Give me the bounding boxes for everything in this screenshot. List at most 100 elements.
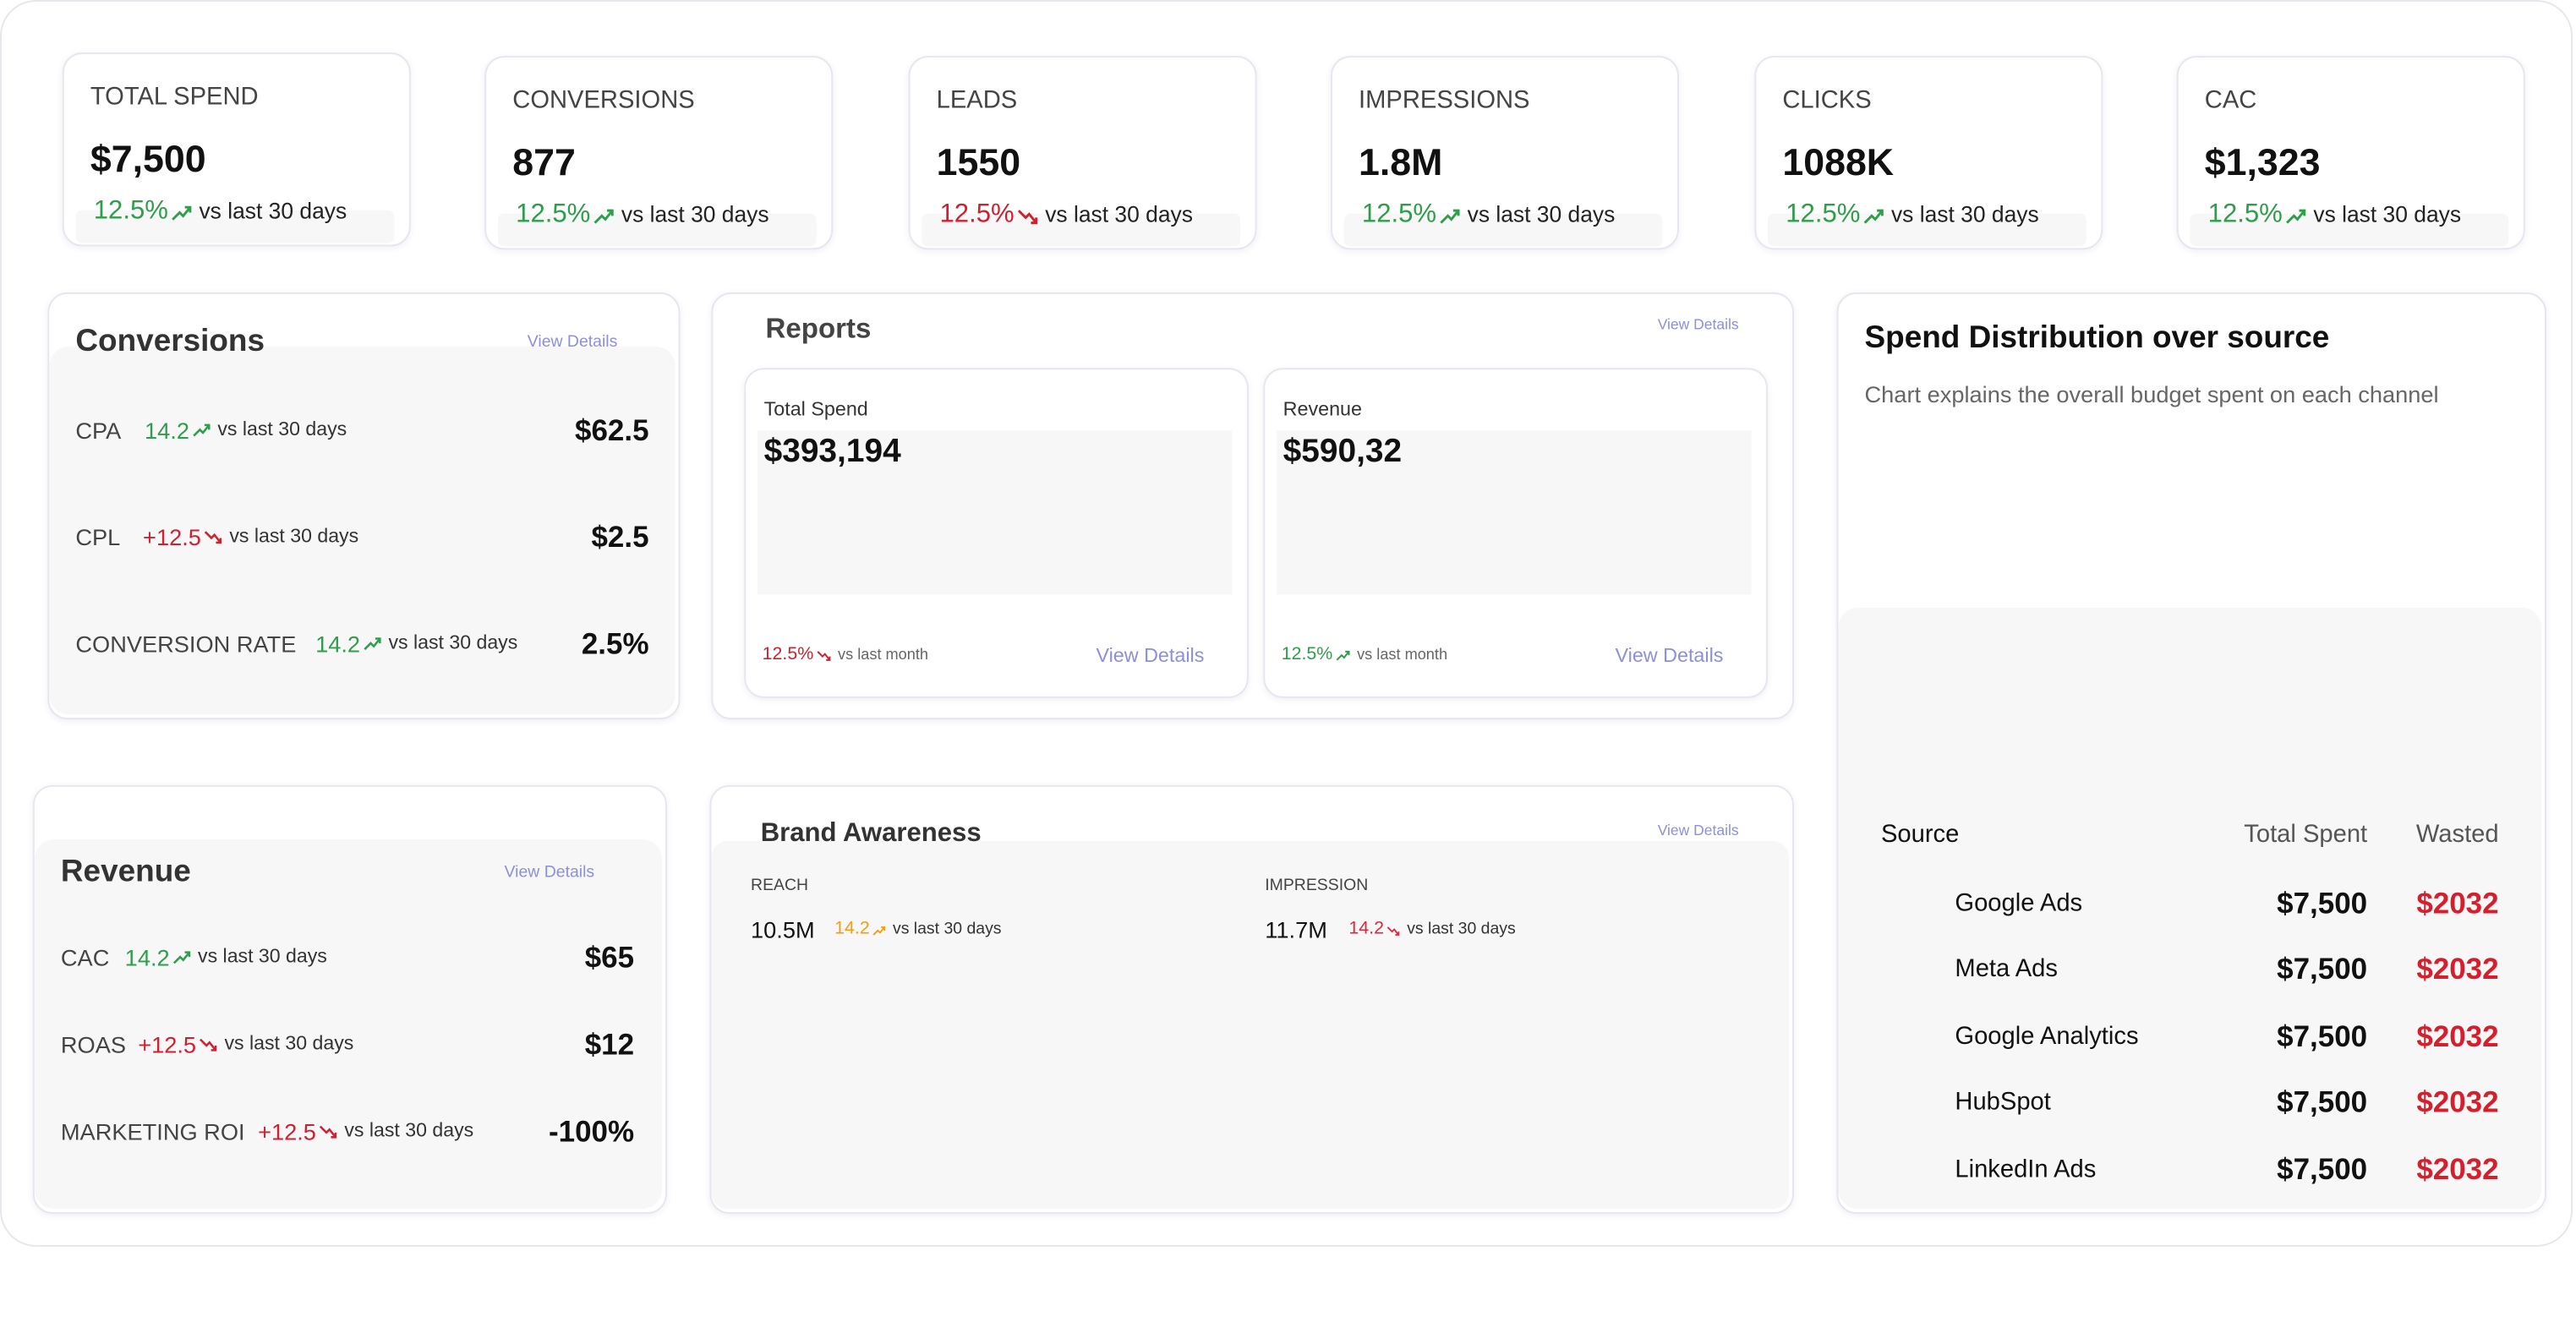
kpi-label: IMPRESSIONS: [1359, 86, 1530, 115]
card-title: Revenue: [60, 855, 191, 890]
arrow-head: [185, 205, 193, 212]
change: 12.5%: [1361, 200, 1437, 229]
trend-arrow: [817, 651, 831, 662]
trend-arrow: [594, 208, 615, 223]
arrow-head: [1031, 216, 1038, 224]
arrow-head: [1345, 651, 1350, 656]
trend: 14.2 vs last 30 days: [315, 632, 517, 655]
arrow-line: [320, 1126, 337, 1139]
shade: [2190, 213, 2509, 247]
view-details[interactable]: View Details: [504, 864, 595, 882]
card-title: Brand Awareness: [760, 819, 982, 848]
trend-arrow: [1864, 208, 1884, 223]
change: 12.5%: [93, 197, 168, 226]
arrow-head: [331, 1133, 338, 1139]
card-title: Reports: [765, 313, 872, 345]
arrow-head: [205, 424, 211, 431]
source-name: Meta Ads: [1955, 954, 2058, 984]
trend-arrow: [193, 424, 211, 438]
wasted: $2032: [2416, 953, 2499, 986]
metric-value: $12: [584, 1028, 635, 1062]
arrow-head: [216, 538, 223, 544]
note: vs last 30 days: [621, 202, 769, 227]
arrow-head: [185, 952, 191, 958]
source-name: HubSpot: [1955, 1088, 2051, 1117]
card-title: Spend Distribution over source: [1864, 320, 2330, 356]
shade: [34, 839, 663, 1210]
arrow-line: [364, 638, 381, 651]
kpi-label: CAC: [2204, 86, 2257, 115]
view-details[interactable]: View Details: [527, 333, 618, 352]
arrow-head: [826, 656, 831, 662]
kpi-label: CLICKS: [1782, 86, 1872, 115]
chart-label: REACH: [751, 877, 809, 896]
note: vs last 30 days: [1407, 920, 1516, 938]
trend: 12.5% vs last 30 days: [93, 197, 347, 226]
change: 12.5%: [1786, 200, 1861, 229]
metric-label: CAC: [60, 944, 110, 971]
shade: [1838, 607, 2542, 1210]
trend-arrow: [200, 1039, 218, 1052]
arrow-line: [200, 1039, 217, 1052]
shade: [711, 840, 1790, 1210]
arrow-line: [205, 532, 222, 544]
trend-arrow: [1387, 926, 1401, 935]
trend: 14.2 vs last 30 days: [834, 920, 1001, 938]
shade: [75, 210, 395, 243]
trend-arrow: [172, 205, 193, 220]
chart-value: 11.7M: [1265, 916, 1327, 943]
metric-value: $62.5: [575, 413, 649, 447]
change: +12.5: [143, 523, 201, 550]
report-value: $393,194: [763, 434, 901, 470]
arrow-line: [817, 651, 831, 661]
trend: 12.5% vs last 30 days: [2207, 200, 2462, 229]
note: vs last 30 days: [2313, 202, 2462, 227]
spent: $7,500: [2277, 1085, 2368, 1119]
chart-value: 10.5M: [751, 916, 815, 943]
view-details[interactable]: View Details: [1657, 822, 1739, 839]
trend: 12.5% vs last month: [762, 644, 928, 665]
metric-value: $65: [584, 941, 635, 975]
trend: +12.5 vs last 30 days: [138, 1033, 353, 1056]
view-details[interactable]: View Details: [1615, 643, 1724, 667]
metric-label: CPL: [75, 523, 121, 550]
trend: 14.2 vs last 30 days: [145, 419, 347, 442]
arrow-head: [1877, 208, 1884, 216]
arrow-line: [873, 926, 886, 935]
arrow-line: [594, 209, 615, 223]
report-title: Revenue: [1283, 397, 1363, 421]
note: vs last 30 days: [199, 199, 347, 224]
source-name: Google Analytics: [1955, 1022, 2139, 1051]
change: 12.5%: [762, 644, 814, 665]
kpi-label: LEADS: [936, 86, 1018, 115]
view-details[interactable]: View Details: [1096, 643, 1205, 667]
trend: +12.5 vs last 30 days: [258, 1120, 473, 1143]
kpi-value: 1088K: [1782, 140, 1895, 183]
wasted: $2032: [2416, 887, 2499, 921]
card-subtitle: Chart explains the overall budget spent …: [1864, 380, 2439, 407]
spent: $7,500: [2277, 1153, 2368, 1186]
change: 12.5%: [1281, 644, 1333, 665]
arrow-line: [1864, 209, 1884, 223]
arrow-head: [375, 638, 382, 644]
metric-label: ROAS: [60, 1031, 127, 1058]
note: vs last 30 days: [1467, 202, 1616, 227]
metric-label: CONVERSION RATE: [75, 631, 297, 658]
arrow-line: [173, 952, 191, 965]
note: vs last 30 days: [198, 944, 327, 968]
change: 12.5%: [2207, 200, 2283, 229]
arrow-head: [2300, 208, 2306, 216]
change: +12.5: [258, 1118, 316, 1145]
shade: [1767, 213, 2087, 247]
view-details[interactable]: View Details: [1657, 316, 1739, 333]
arrow-head: [1453, 208, 1461, 216]
change: 12.5%: [516, 200, 591, 229]
metric-value: 2.5%: [581, 627, 649, 661]
arrow-head: [211, 1046, 218, 1052]
arrow-line: [1387, 926, 1400, 935]
arrow-line: [2286, 209, 2306, 223]
shade: [922, 213, 1241, 247]
shade: [49, 347, 675, 715]
metric-label: CPA: [75, 417, 122, 444]
change: 14.2: [315, 631, 361, 658]
